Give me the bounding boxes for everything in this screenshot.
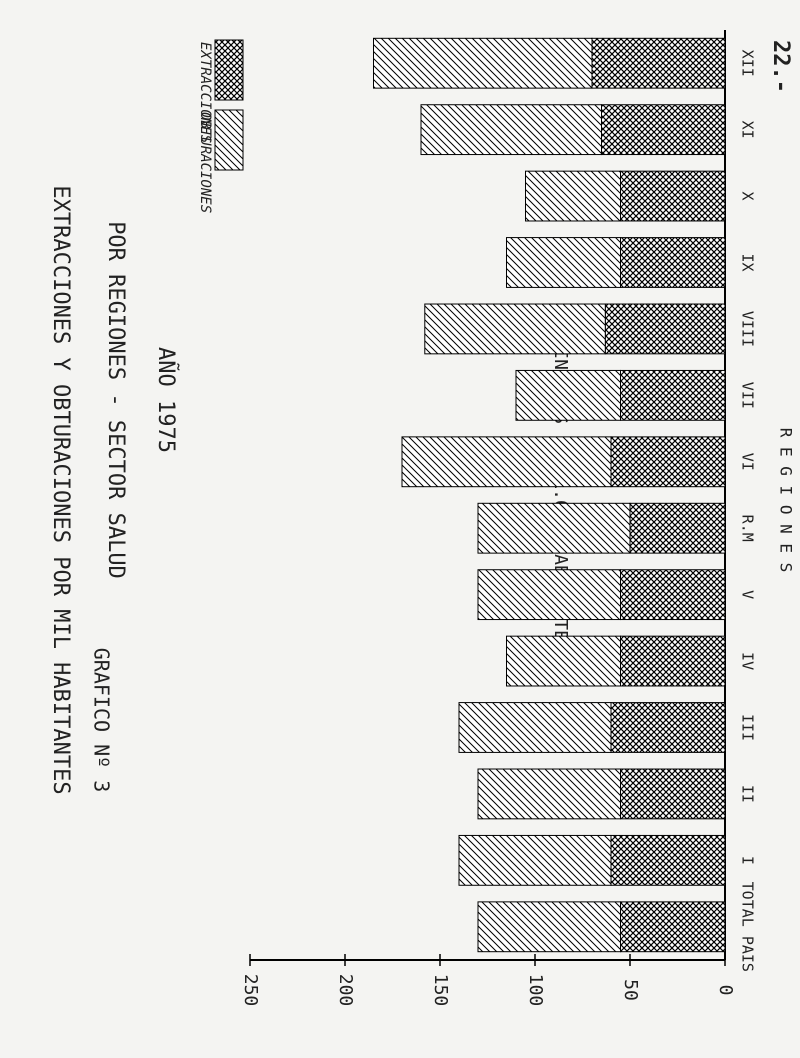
y-tick-label: TOTAL PAIS [739, 882, 757, 972]
bar-segment [610, 702, 726, 753]
y-axis-label: R E G I O N E S [777, 428, 796, 573]
bar-segment [477, 901, 621, 953]
bar-segment [477, 768, 621, 820]
chart-title: GRAFICO Nº 3 [90, 648, 114, 793]
bar-segment [424, 303, 606, 355]
legend-label: EXTRACCIONES [197, 42, 213, 143]
bar-segment [620, 569, 726, 621]
y-tick-label: I [739, 856, 757, 865]
bar-segment [620, 901, 726, 953]
bar-segment [525, 170, 621, 222]
bar-segment [401, 436, 612, 488]
y-tick-label: III [739, 714, 757, 741]
bar-segment [515, 369, 621, 421]
legend-swatch [214, 39, 244, 101]
bar-segment [591, 37, 726, 89]
y-tick-label: X [739, 192, 757, 201]
bar-segment [506, 635, 621, 687]
legend-label: OBTURACIONES [197, 112, 213, 213]
x-tick-label: 50 [620, 979, 641, 1001]
bar-segment [610, 834, 726, 886]
y-tick-label: VIII [739, 311, 757, 347]
bar-segment [610, 436, 726, 488]
y-tick-label: XI [739, 121, 757, 139]
x-tick-label: 0 [715, 985, 736, 996]
y-tick-label: IX [739, 253, 757, 271]
bar-segment [620, 635, 726, 687]
x-tick-label: 100 [525, 974, 546, 1007]
bar-segment [601, 104, 726, 156]
bar-segment [620, 768, 726, 820]
page-number: 22.- [768, 40, 793, 93]
bar-segment [506, 237, 621, 288]
y-tick-label: VII [739, 382, 757, 409]
bar-segment [620, 369, 726, 421]
bar-segment [458, 702, 612, 753]
y-tick-label: XII [739, 50, 757, 77]
y-tick-label: II [739, 785, 757, 803]
y-tick-label: V [739, 590, 757, 599]
x-tick-label: 250 [240, 974, 261, 1007]
bar-segment [477, 502, 631, 554]
y-tick-label: IV [739, 652, 757, 670]
y-tick-label: VI [739, 453, 757, 471]
x-tick-label: 200 [335, 974, 356, 1007]
bar-segment [477, 569, 621, 621]
bar-segment [620, 170, 726, 222]
x-tick-label: 150 [430, 974, 451, 1007]
bar-segment [420, 104, 602, 156]
bar-segment [620, 237, 726, 288]
bar-segment [373, 37, 593, 89]
bar-segment [629, 502, 726, 554]
y-tick-label: R.M [739, 515, 757, 542]
chart-subtitle: EXTRACCIONES Y OBTURACIONES POR MIL HABI… [48, 185, 73, 794]
chart-subtitle: POR REGIONES - SECTOR SALUD [103, 221, 128, 579]
bar-segment [604, 303, 726, 355]
bar-segment [458, 834, 612, 886]
legend-swatch [214, 109, 244, 171]
chart-subtitle: AÑO 1975 [153, 347, 180, 453]
